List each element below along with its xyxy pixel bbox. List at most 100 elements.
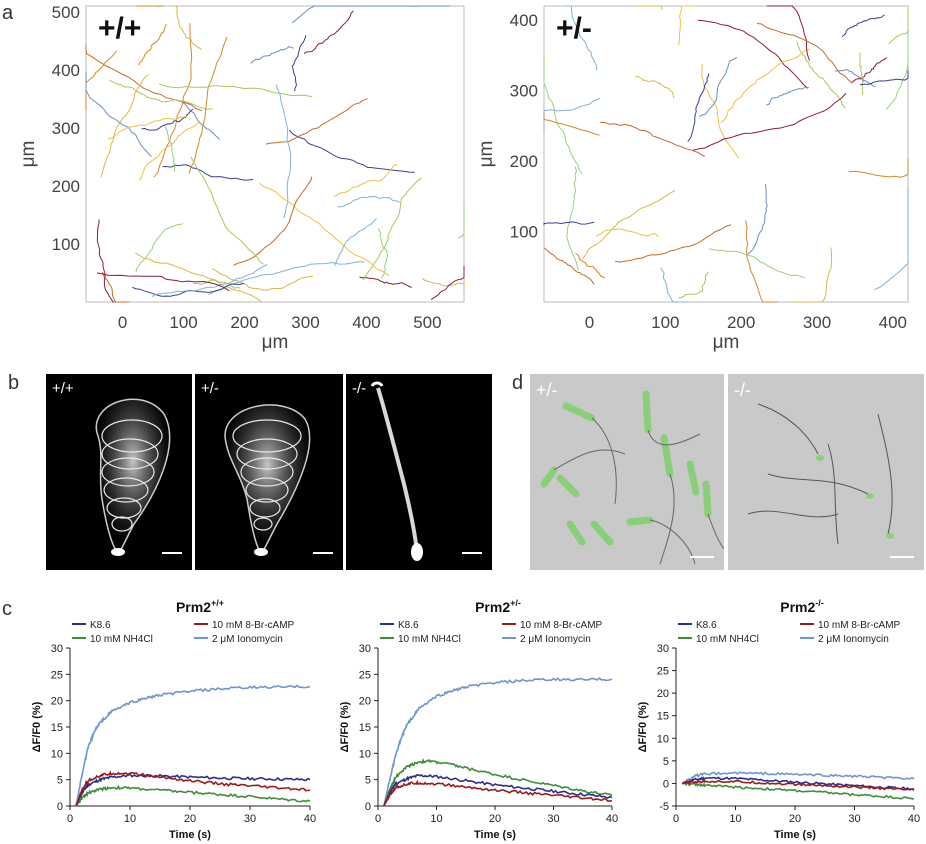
y-tick-label: 400 bbox=[52, 61, 80, 80]
genotype-label: +/- bbox=[536, 380, 558, 400]
sperm-coiled-head-image bbox=[224, 404, 311, 556]
y-tick-label: 5 bbox=[663, 756, 669, 768]
trajectory-track bbox=[874, 187, 909, 291]
x-tick-label: 20 bbox=[489, 813, 501, 825]
sperm-acrosome-image bbox=[540, 390, 724, 565]
trajectory-track bbox=[101, 271, 130, 303]
y-tick-label: 10 bbox=[657, 733, 669, 745]
legend-label: 10 mM 8-Br-cAMP bbox=[818, 620, 901, 631]
trajectory-track bbox=[188, 36, 228, 174]
series-line bbox=[75, 770, 311, 807]
trajectory-track bbox=[747, 184, 768, 255]
trajectory-tracks bbox=[85, 5, 465, 303]
y-tick-label: 300 bbox=[510, 82, 538, 101]
trajectory-track bbox=[359, 276, 412, 288]
trajectory-track bbox=[96, 272, 230, 292]
trajectory-track bbox=[250, 46, 294, 64]
trajectory-track bbox=[288, 129, 415, 173]
genotype-label: +/- bbox=[201, 380, 219, 397]
trajectory-track bbox=[178, 100, 221, 140]
trajectory-track bbox=[796, 41, 846, 109]
trajectory-track bbox=[566, 166, 579, 271]
trajectory-track bbox=[135, 252, 262, 303]
trajectory-track bbox=[303, 10, 354, 55]
calcium-chart-wildtype: Prm2+/+ K8.6 10 mM 8-Br-cAMP 10 mM NH4Cl 2 μ… bbox=[31, 598, 316, 841]
trajectory-track bbox=[265, 98, 368, 145]
scale-bar bbox=[462, 552, 482, 554]
x-tick-label: 300 bbox=[803, 313, 831, 332]
chart-title: Prm2-/- bbox=[780, 598, 824, 615]
x-tick-label: 40 bbox=[304, 813, 316, 825]
y-tick-label: 300 bbox=[52, 119, 80, 138]
trajectory-track bbox=[692, 93, 847, 151]
genotype-label: +/+ bbox=[52, 380, 74, 397]
trajectory-track bbox=[173, 5, 202, 50]
trajectory-track bbox=[108, 79, 213, 110]
trajectory-track bbox=[745, 220, 778, 303]
x-tick-label: 200 bbox=[727, 313, 755, 332]
legend-label: 10 mM NH4Cl bbox=[398, 634, 461, 645]
trajectory-track bbox=[141, 108, 194, 131]
y-tick-label: 200 bbox=[52, 177, 80, 196]
calcium-chart-heterozygous: Prm2+/- K8.6 10 mM 8-Br-cAMP 10 mM NH4Cl 2 μ… bbox=[339, 598, 618, 841]
trajectory-track bbox=[162, 164, 254, 181]
x-axis-label: μm bbox=[713, 332, 740, 353]
legend-label: 2 μM Ionomycin bbox=[818, 634, 889, 645]
trajectory-track bbox=[543, 112, 600, 136]
trajectory-track bbox=[678, 271, 709, 299]
legend-label: 10 mM NH4Cl bbox=[696, 634, 759, 645]
trajectory-track bbox=[193, 279, 241, 289]
trajectory-track bbox=[362, 177, 422, 281]
trajectory-track bbox=[860, 70, 909, 86]
panel-label-d: d bbox=[512, 372, 524, 394]
trajectory-track bbox=[543, 221, 595, 226]
legend-label: K8.6 bbox=[398, 620, 419, 631]
trajectory-track bbox=[835, 69, 876, 88]
x-tick-label: 10 bbox=[430, 813, 442, 825]
legend-label: K8.6 bbox=[90, 620, 111, 631]
series-line bbox=[383, 773, 613, 807]
trajectory-track bbox=[565, 5, 598, 71]
x-tick-label: 10 bbox=[124, 813, 136, 825]
genotype-label: -/- bbox=[734, 380, 751, 400]
x-tick-label: 40 bbox=[606, 813, 618, 825]
trajectory-track bbox=[581, 190, 676, 260]
y-tick-label: 15 bbox=[359, 722, 371, 734]
y-tick-label: 200 bbox=[510, 152, 538, 171]
trajectory-track bbox=[701, 63, 740, 159]
x-axis-label: Time (s) bbox=[774, 829, 816, 841]
brightfield-knockout: -/- bbox=[728, 374, 924, 570]
y-tick-label: 25 bbox=[359, 669, 371, 681]
trajectory-track bbox=[100, 74, 149, 178]
trajectory-track bbox=[708, 248, 805, 278]
x-tick-label: 0 bbox=[673, 813, 679, 825]
y-axis-label: ΔF/F0 (%) bbox=[637, 701, 649, 752]
trajectory-track bbox=[138, 23, 167, 66]
trajectory-track bbox=[678, 5, 694, 46]
trajectory-track bbox=[660, 267, 688, 303]
series-line bbox=[75, 773, 311, 807]
legend-label: 2 μM Ionomycin bbox=[212, 634, 283, 645]
panel-label-b: b bbox=[8, 372, 20, 394]
x-tick-label: 400 bbox=[352, 313, 380, 332]
trajectory-track bbox=[599, 121, 706, 157]
plot-frame bbox=[543, 5, 909, 303]
x-tick-label: 100 bbox=[651, 313, 679, 332]
trajectory-track bbox=[291, 35, 307, 92]
trajectory-track bbox=[164, 125, 176, 173]
trajectory-track bbox=[888, 8, 909, 45]
x-tick-label: 200 bbox=[230, 313, 258, 332]
genotype-title: +/+ bbox=[98, 12, 141, 45]
trajectory-track bbox=[430, 266, 465, 301]
calcium-chart-knockout: Prm2-/- K8.6 10 mM 8-Br-cAMP 10 mM NH4Cl 2 μ… bbox=[637, 598, 920, 841]
trajectory-track bbox=[211, 268, 313, 291]
x-tick-label: 40 bbox=[908, 813, 920, 825]
y-tick-label: 15 bbox=[657, 711, 669, 723]
trajectory-track bbox=[766, 5, 810, 61]
trajectory-track bbox=[544, 247, 595, 285]
series-line bbox=[383, 779, 613, 807]
trajectory-track bbox=[135, 223, 184, 273]
scale-bar bbox=[162, 552, 182, 554]
y-axis-label: μm bbox=[18, 141, 39, 168]
series-line bbox=[681, 778, 915, 791]
